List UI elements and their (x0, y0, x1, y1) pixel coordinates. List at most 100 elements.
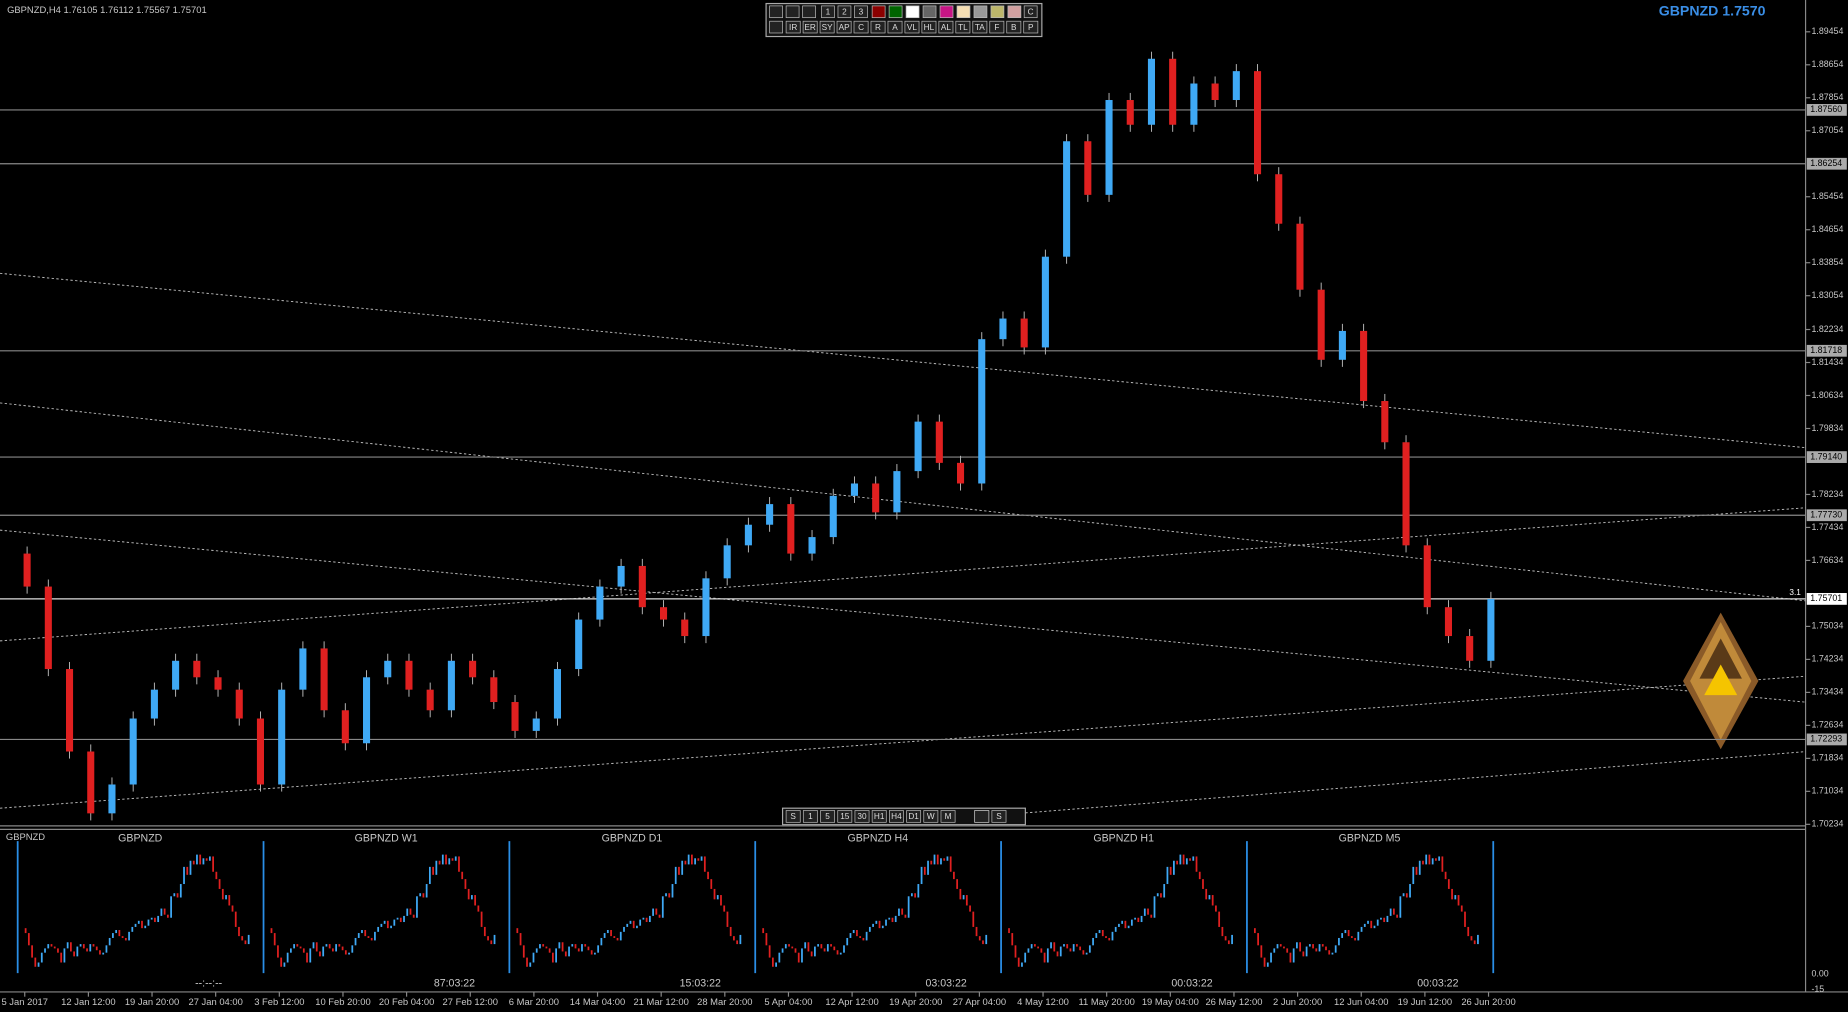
toolbar-button-label[interactable]: IR (789, 23, 797, 32)
toolbar-button[interactable] (785, 20, 801, 34)
timeframe-button[interactable] (906, 810, 922, 823)
tool-icon[interactable] (802, 5, 816, 19)
color-swatch[interactable] (888, 5, 903, 19)
timeframe-button-label[interactable]: 5 (825, 812, 830, 821)
level-label: 1.77730 (1810, 510, 1842, 520)
x-tick-label: 4 May 12:00 (1017, 996, 1069, 1007)
toolbar-button-label[interactable]: AP (839, 23, 850, 32)
tool-icon[interactable] (769, 20, 783, 34)
candle-body (660, 607, 668, 620)
timeframe-button-label[interactable]: S (996, 812, 1002, 821)
toolbar-button[interactable] (1006, 20, 1022, 34)
timeframe-button[interactable] (854, 810, 870, 823)
color-swatch[interactable] (905, 5, 920, 19)
timeframe-button-label[interactable]: 1 (808, 812, 813, 821)
timeframe-button-label[interactable]: 15 (840, 812, 850, 821)
candle-body (532, 718, 540, 731)
level-tag (1806, 451, 1847, 463)
panel-timer: 15:03:22 (680, 978, 721, 990)
toolbar-button-label[interactable]: HL (924, 23, 935, 32)
timeframe-button[interactable] (991, 810, 1007, 823)
toolbar-button[interactable] (1023, 5, 1038, 19)
toolbar-button-label[interactable]: VL (907, 23, 917, 32)
timeframe-button[interactable] (802, 810, 818, 823)
toolbar-button-label[interactable]: F (994, 23, 999, 32)
toolbar-button[interactable] (853, 20, 869, 34)
candle-body (553, 669, 561, 719)
color-swatch[interactable] (956, 5, 971, 19)
panel-timer: 00:03:22 (1171, 978, 1212, 990)
timeframe-button-label[interactable]: M (945, 812, 952, 821)
timeframe-button[interactable] (837, 810, 853, 823)
toolbar-button-label[interactable]: TA (975, 23, 985, 32)
candle-body (108, 784, 116, 814)
timeframe-button[interactable] (820, 810, 836, 823)
toolbar-button-label[interactable]: P (1028, 23, 1034, 32)
timeframe-button[interactable] (923, 810, 939, 823)
candle-body (1147, 58, 1155, 125)
timeframe-button-label[interactable]: S (790, 812, 796, 821)
toolbar-button-label[interactable]: C (858, 23, 864, 32)
color-swatch[interactable] (922, 5, 937, 19)
tool-icon[interactable] (785, 5, 800, 19)
toolbar-button[interactable] (921, 20, 937, 34)
color-swatch[interactable] (973, 5, 988, 19)
timeframe-button-label[interactable]: D1 (908, 812, 919, 821)
toolbar-button-label[interactable]: B (1011, 23, 1017, 32)
color-swatch[interactable] (871, 5, 886, 19)
toolbar-button[interactable] (821, 5, 835, 19)
candle-body (850, 483, 858, 496)
candle-body (808, 537, 816, 554)
y-tick-label: 1.70234 (1811, 819, 1843, 829)
toolbar-button[interactable] (870, 20, 886, 34)
timeframe-button[interactable] (888, 810, 904, 823)
toolbar-button[interactable] (1023, 20, 1039, 34)
color-swatch[interactable] (990, 5, 1005, 19)
toolbar-button[interactable] (836, 20, 852, 34)
y-tick-label: 1.84654 (1811, 224, 1843, 234)
toolbar-button-label[interactable]: 1 (826, 8, 831, 17)
y-tick-label: 1.73434 (1811, 687, 1843, 697)
toolbar-button[interactable] (802, 20, 818, 34)
toolbar-button[interactable] (837, 5, 852, 19)
toolbar-button-label[interactable]: TL (958, 23, 968, 32)
candle-body (1444, 607, 1452, 637)
color-swatch[interactable] (1007, 5, 1022, 19)
toolbar-button[interactable] (972, 20, 988, 34)
toolbar-button-label[interactable]: R (875, 23, 881, 32)
timeframe-button[interactable] (871, 810, 887, 823)
level-tag (1806, 509, 1847, 522)
toolbar-button[interactable] (887, 20, 903, 34)
timeframe-button[interactable] (785, 810, 801, 823)
y-tick-label: 1.83854 (1811, 257, 1843, 267)
candle-body (426, 689, 434, 711)
tool-icon[interactable] (769, 5, 783, 19)
toolbar-button-label[interactable]: 3 (859, 8, 864, 17)
candle-body (829, 495, 837, 538)
toolbar-button-label[interactable]: 2 (842, 8, 847, 17)
y-tick-label: 1.71034 (1811, 786, 1843, 796)
candle-body (469, 660, 477, 678)
timeframe-button-label[interactable]: W (927, 812, 935, 821)
color-swatch[interactable] (939, 5, 954, 19)
candle-body (681, 619, 689, 637)
toolbar-button-label[interactable]: C (1028, 8, 1034, 17)
toolbar-button-label[interactable]: A (892, 23, 898, 32)
toolbar-button[interactable] (989, 20, 1005, 34)
toolbar-button[interactable] (955, 20, 971, 34)
timeframe-button[interactable] (940, 810, 956, 823)
zoom-button[interactable] (974, 810, 990, 823)
timeframe-button-label[interactable]: H4 (891, 812, 902, 821)
toolbar-button[interactable] (904, 20, 920, 34)
timeframe-button-label[interactable]: 30 (857, 812, 867, 821)
toolbar-button[interactable] (819, 20, 835, 34)
x-tick-label: 10 Feb 20:00 (315, 996, 370, 1007)
trendline (1025, 751, 1806, 814)
toolbar-button[interactable] (854, 5, 868, 19)
toolbar-button-label[interactable]: SY (822, 23, 833, 32)
toolbar-button-label[interactable]: ER (804, 23, 815, 32)
toolbar-button-label[interactable]: AL (941, 23, 951, 32)
level-label: 1.81718 (1810, 345, 1842, 355)
timeframe-button-label[interactable]: H1 (874, 812, 885, 821)
toolbar-button[interactable] (938, 20, 954, 34)
